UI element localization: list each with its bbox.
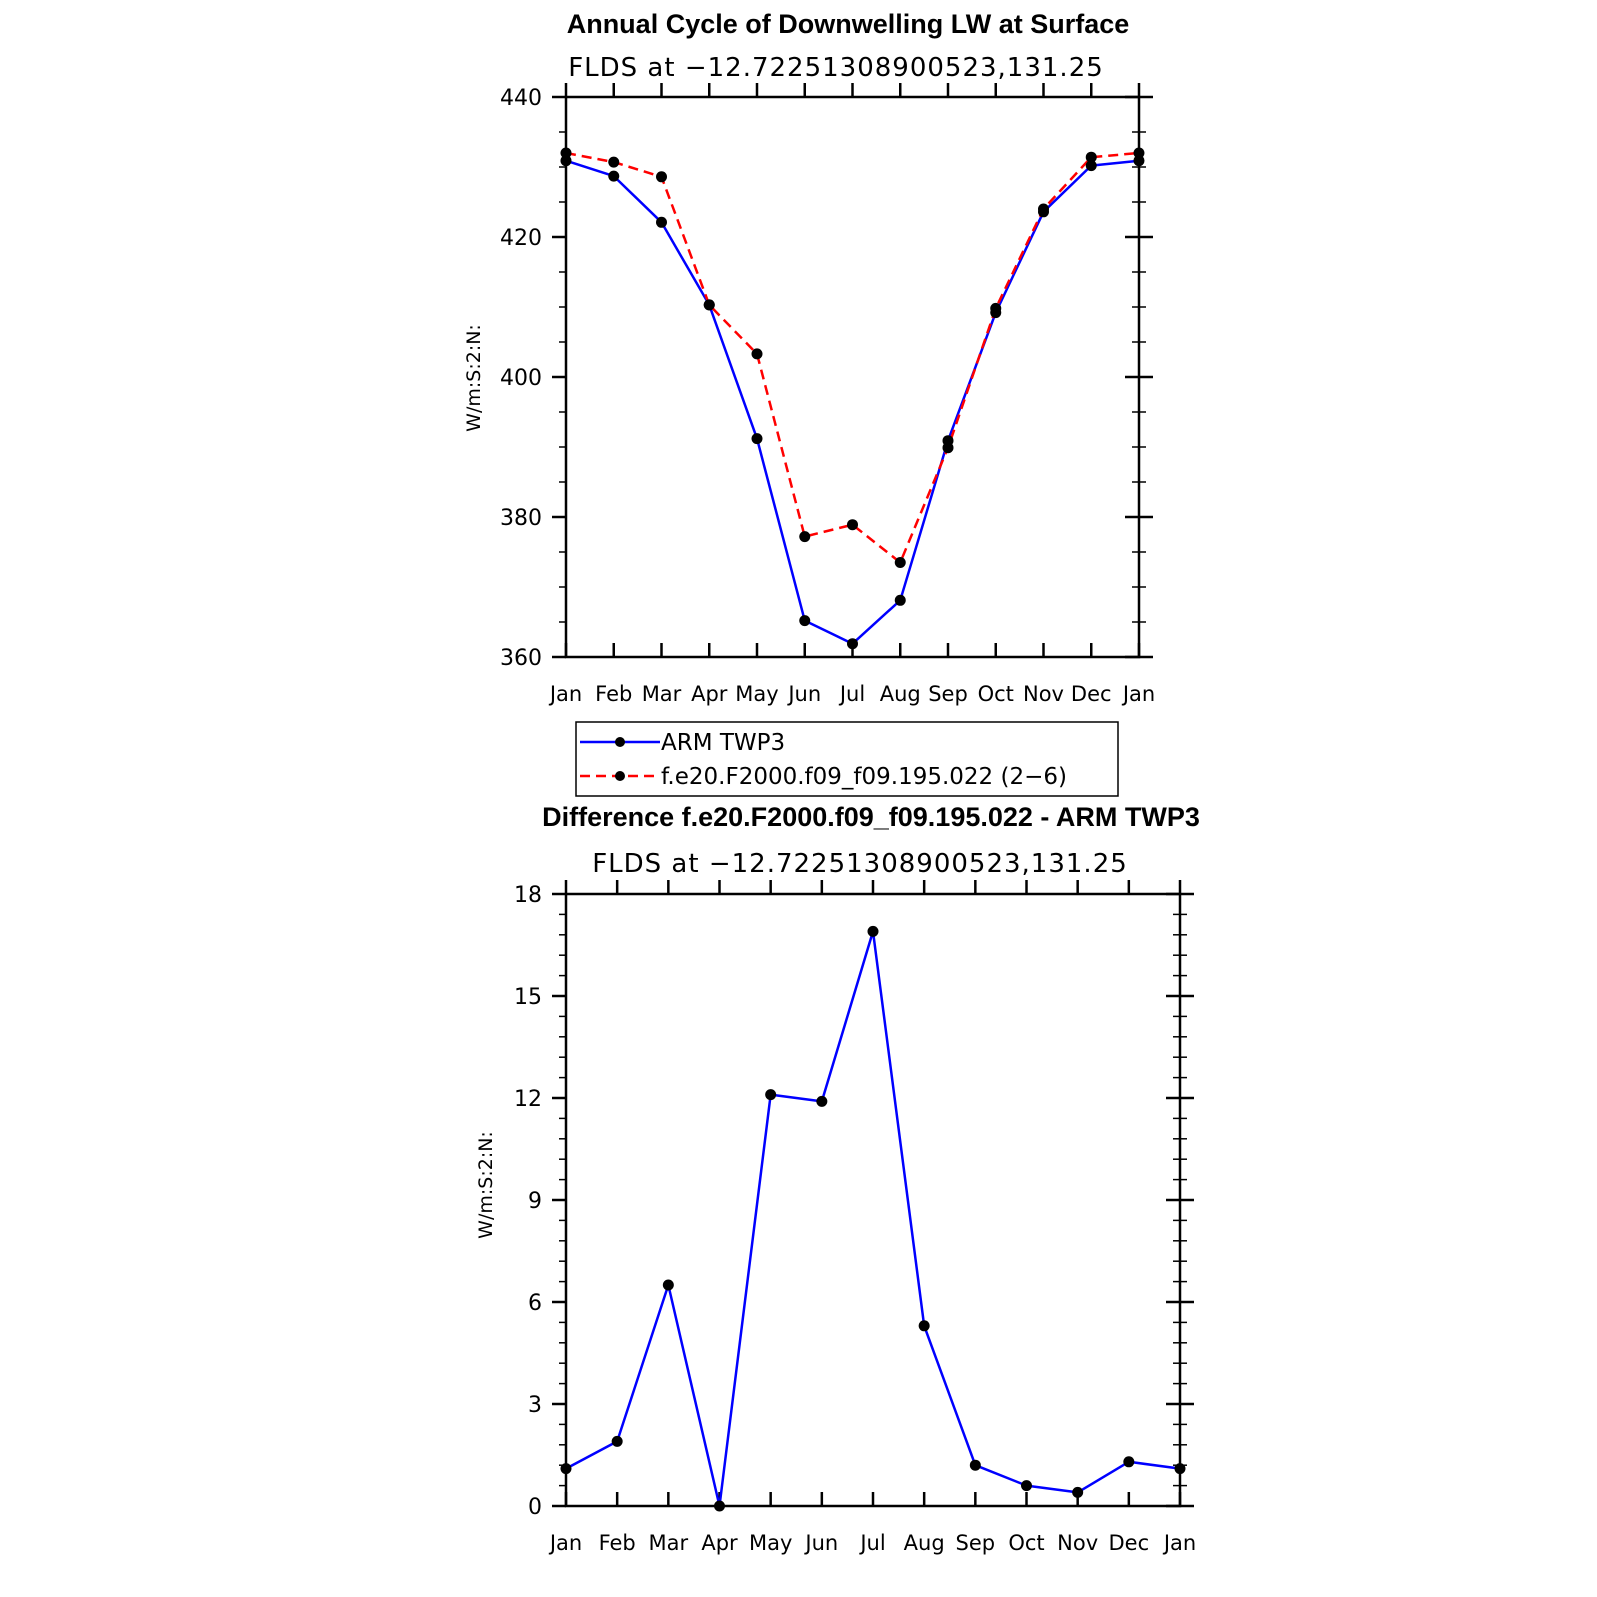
- legend-marker-model: [615, 771, 625, 781]
- legend-entry-arm-twp3: ARM TWP3: [580, 730, 785, 756]
- bottom-series-0-point: [867, 925, 879, 937]
- bottom-series-0-point: [765, 1089, 777, 1101]
- top-series-1-point: [1085, 151, 1097, 163]
- bottom-x-tick-label: Nov: [1057, 1531, 1098, 1555]
- top-x-tick-label: Nov: [1023, 682, 1064, 706]
- bottom-y-tick-label: 12: [514, 1087, 542, 1112]
- legend-entry-model: f.e20.F2000.f09_f09.195.022 (2−6): [580, 764, 1067, 790]
- top-series-line-0: [565, 159, 1140, 645]
- bottom-x-tick-label: Jun: [803, 1531, 838, 1555]
- top-x-tick-label: Aug: [880, 682, 921, 706]
- bottom-y-tick-label: 9: [528, 1189, 542, 1214]
- top-y-tick-label: 380: [500, 506, 542, 531]
- bottom-series-0-point: [816, 1095, 828, 1107]
- bottom-x-tick-label: Dec: [1109, 1531, 1150, 1555]
- top-series-1-point: [703, 299, 715, 311]
- top-series-1-point: [751, 348, 763, 360]
- bottom-x-tick-label: Jul: [858, 1531, 885, 1555]
- bottom-plot-frame: [564, 892, 1182, 1508]
- bottom-series-0-point: [1123, 1456, 1135, 1468]
- top-series-0-point: [560, 155, 572, 167]
- bottom-x-tick-label: Feb: [599, 1531, 636, 1555]
- top-chart-subtitle: FLDS at −12.72251308900523,131.25: [568, 53, 1104, 83]
- top-series-1-point: [894, 557, 906, 568]
- top-series-1-point: [560, 147, 572, 159]
- top-series-1-point: [1038, 203, 1049, 215]
- difference-panel: Difference f.e20.F2000.f09_f09.195.022 -…: [475, 802, 1200, 1555]
- legend-label-model: f.e20.F2000.f09_f09.195.022 (2−6): [661, 764, 1067, 790]
- legend-marker-arm-twp3: [615, 737, 625, 747]
- bottom-chart-subtitle: FLDS at −12.72251308900523,131.25: [592, 849, 1128, 879]
- top-y-tick-label: 420: [500, 226, 542, 251]
- bottom-y-tick-label: 15: [514, 985, 542, 1010]
- top-series-1-point: [656, 171, 667, 183]
- top-series-0-point: [1133, 155, 1145, 167]
- top-x-tick-label: Oct: [978, 682, 1014, 706]
- top-x-tick-label: Feb: [595, 682, 632, 706]
- top-series-0-point: [847, 638, 858, 650]
- bottom-series-line-0: [565, 930, 1181, 1508]
- top-series-0-point: [656, 216, 667, 228]
- top-series-1-point: [799, 531, 811, 543]
- bottom-x-tick-label: Mar: [649, 1531, 689, 1555]
- bottom-x-tick-label: May: [749, 1531, 792, 1555]
- top-series-1-point: [847, 519, 858, 531]
- top-series-1-point: [990, 302, 1002, 314]
- top-x-tick-label: Jan: [548, 682, 582, 706]
- bottom-series-0-point: [560, 1463, 572, 1475]
- top-x-tick-label: Jun: [786, 682, 821, 706]
- legend: ARM TWP3 f.e20.F2000.f09_f09.195.022 (2−…: [575, 721, 1119, 797]
- bottom-series-0-point: [1174, 1463, 1186, 1475]
- bottom-series-0-point: [662, 1279, 674, 1291]
- top-series-0-point: [894, 594, 906, 606]
- bottom-series-0-point: [969, 1459, 981, 1471]
- legend-label-arm-twp3: ARM TWP3: [661, 730, 785, 756]
- bottom-series-0-point: [918, 1320, 930, 1332]
- bottom-chart-title: Difference f.e20.F2000.f09_f09.195.022 -…: [542, 802, 1200, 832]
- top-x-tick-label: Dec: [1071, 682, 1112, 706]
- top-chart-title: Annual Cycle of Downwelling LW at Surfac…: [567, 9, 1130, 39]
- bottom-x-tick-label: Jan: [548, 1531, 582, 1555]
- top-y-tick-label: 400: [500, 366, 542, 391]
- bottom-x-tick-label: Jan: [1162, 1531, 1196, 1555]
- bottom-y-tick-label: 6: [528, 1291, 542, 1316]
- top-y-axis-label: W/m:S:2:N:: [463, 324, 485, 432]
- top-series-0-point: [1085, 160, 1097, 172]
- top-y-tick-label: 440: [500, 86, 542, 111]
- bottom-x-tick-label: Sep: [956, 1531, 996, 1555]
- bottom-y-axis-label: W/m:S:2:N:: [475, 1131, 497, 1239]
- top-x-tick-label: Apr: [691, 682, 728, 706]
- bottom-y-tick-label: 0: [528, 1495, 542, 1520]
- annual-cycle-panel: Annual Cycle of Downwelling LW at Surfac…: [463, 9, 1155, 797]
- top-x-tick-label: Jul: [838, 682, 865, 706]
- top-series-1-point: [1133, 147, 1145, 159]
- bottom-series-0-point: [714, 1500, 725, 1512]
- bottom-x-tick-label: Apr: [701, 1531, 738, 1555]
- bottom-y-tick-label: 18: [514, 883, 542, 908]
- bottom-x-tick-label: Oct: [1008, 1531, 1044, 1555]
- top-series-1-point: [608, 156, 620, 168]
- top-y-tick-label: 360: [500, 646, 542, 671]
- bottom-x-tick-label: Aug: [904, 1531, 945, 1555]
- top-series-1-point: [942, 442, 954, 454]
- top-series-0-point: [608, 170, 620, 182]
- bottom-series-0-point: [1021, 1480, 1032, 1492]
- bottom-series-0-point: [1072, 1486, 1084, 1498]
- bottom-y-tick-label: 3: [528, 1393, 542, 1418]
- top-x-tick-label: May: [735, 682, 778, 706]
- top-x-tick-label: Mar: [642, 682, 682, 706]
- top-x-tick-label: Sep: [928, 682, 968, 706]
- top-series-0-point: [751, 433, 763, 445]
- bottom-series-0-point: [611, 1435, 623, 1447]
- top-series-0-point: [799, 615, 811, 627]
- legend-box: [575, 721, 1119, 797]
- top-plot-frame: [564, 95, 1141, 659]
- top-x-tick-label: Jan: [1121, 682, 1155, 706]
